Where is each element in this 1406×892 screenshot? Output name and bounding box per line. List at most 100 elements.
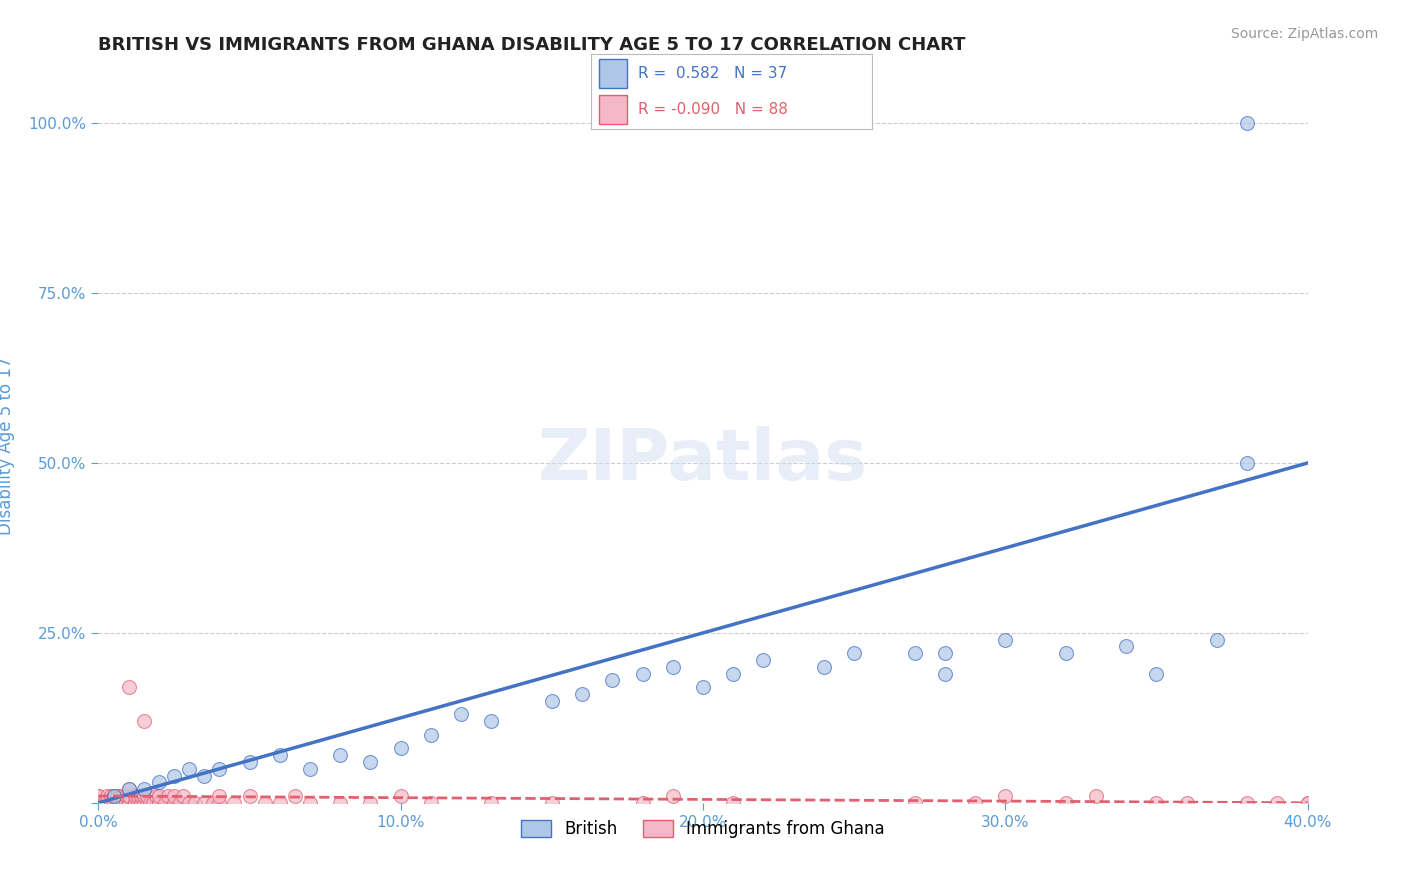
Point: [148, 775, 170, 789]
Point: [844, 646, 866, 660]
Point: [299, 796, 322, 810]
Point: [239, 755, 262, 769]
Point: [1085, 789, 1108, 803]
Point: [118, 796, 141, 810]
Point: [93, 796, 115, 810]
Point: [132, 789, 155, 803]
Point: [904, 646, 927, 660]
Point: [129, 796, 152, 810]
Point: [934, 646, 956, 660]
Point: [87, 796, 110, 810]
Point: [132, 796, 155, 810]
Point: [100, 796, 122, 810]
Point: [631, 666, 654, 681]
Point: [111, 796, 134, 810]
Point: [124, 789, 146, 803]
Point: [87, 796, 110, 810]
Point: [239, 789, 262, 803]
Point: [752, 653, 775, 667]
Point: [103, 796, 125, 810]
Point: [163, 769, 186, 783]
Point: [114, 796, 136, 810]
Point: [269, 748, 291, 763]
Point: [540, 796, 562, 810]
Point: [193, 796, 215, 810]
Point: [481, 796, 503, 810]
Point: [103, 796, 125, 810]
Text: BRITISH VS IMMIGRANTS FROM GHANA DISABILITY AGE 5 TO 17 CORRELATION CHART: BRITISH VS IMMIGRANTS FROM GHANA DISABIL…: [98, 36, 966, 54]
Point: [571, 687, 593, 701]
Point: [253, 796, 276, 810]
Point: [148, 796, 170, 810]
Point: [103, 796, 125, 810]
Y-axis label: Disability Age 5 to 17: Disability Age 5 to 17: [0, 357, 14, 535]
Point: [103, 789, 125, 803]
Text: R = -0.090   N = 88: R = -0.090 N = 88: [638, 102, 789, 117]
Point: [124, 796, 146, 810]
Point: [329, 748, 352, 763]
Point: [145, 789, 167, 803]
Point: [1236, 456, 1258, 470]
Point: [389, 789, 412, 803]
Point: [114, 789, 136, 803]
Point: [111, 789, 134, 803]
Point: [108, 796, 131, 810]
Point: [135, 789, 157, 803]
Text: ZIPatlas: ZIPatlas: [538, 425, 868, 495]
Point: [692, 680, 714, 694]
Point: [184, 796, 207, 810]
Point: [127, 796, 149, 810]
Point: [135, 796, 157, 810]
Point: [93, 796, 115, 810]
Point: [118, 796, 141, 810]
Point: [103, 789, 125, 803]
Point: [100, 789, 122, 803]
Point: [193, 769, 215, 783]
Text: Source: ZipAtlas.com: Source: ZipAtlas.com: [1230, 27, 1378, 41]
Point: [208, 796, 231, 810]
Point: [813, 660, 835, 674]
Legend: British, Immigrants from Ghana: British, Immigrants from Ghana: [515, 813, 891, 845]
Point: [1175, 796, 1198, 810]
Point: [965, 796, 987, 810]
Point: [208, 789, 231, 803]
Point: [1236, 796, 1258, 810]
Point: [1236, 116, 1258, 130]
Point: [111, 796, 134, 810]
Point: [129, 789, 152, 803]
Point: [934, 666, 956, 681]
Point: [148, 789, 170, 803]
Point: [661, 660, 683, 674]
Point: [994, 789, 1017, 803]
Point: [118, 782, 141, 797]
Point: [1267, 796, 1289, 810]
Point: [481, 714, 503, 729]
Point: [202, 796, 225, 810]
Point: [360, 755, 382, 769]
Point: [105, 789, 128, 803]
Point: [1054, 796, 1077, 810]
Point: [450, 707, 472, 722]
Point: [540, 694, 562, 708]
Point: [360, 796, 382, 810]
Point: [118, 789, 141, 803]
Point: [132, 796, 155, 810]
Point: [103, 789, 125, 803]
Point: [132, 714, 155, 729]
Point: [153, 796, 176, 810]
Point: [1296, 796, 1319, 810]
Point: [118, 680, 141, 694]
Point: [602, 673, 624, 688]
Point: [723, 666, 745, 681]
Point: [139, 796, 162, 810]
Point: [96, 796, 118, 810]
Point: [156, 789, 179, 803]
Point: [169, 796, 191, 810]
Text: R =  0.582   N = 37: R = 0.582 N = 37: [638, 66, 787, 81]
Point: [269, 796, 291, 810]
Point: [127, 789, 149, 803]
Point: [420, 796, 443, 810]
Point: [1054, 646, 1077, 660]
Point: [108, 789, 131, 803]
Point: [118, 796, 141, 810]
